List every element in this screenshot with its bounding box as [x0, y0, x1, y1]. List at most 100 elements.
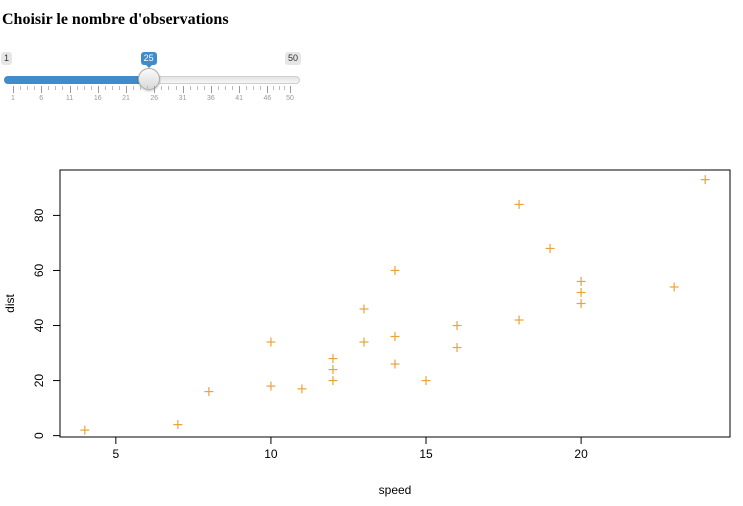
- slider-minor-tick: [203, 86, 205, 90]
- data-point: [452, 321, 462, 331]
- slider-minor-tick: [253, 86, 255, 90]
- slider-tick: [239, 86, 241, 93]
- data-point: [576, 276, 586, 286]
- data-point: [328, 365, 338, 375]
- data-point: [204, 387, 214, 397]
- data-point: [452, 343, 462, 353]
- x-tick-label: 5: [112, 447, 119, 461]
- data-point: [328, 376, 338, 386]
- slider-tick: [267, 86, 269, 93]
- slider-tick: [182, 86, 184, 93]
- slider-minor-tick: [260, 86, 262, 90]
- slider-bar: [4, 76, 149, 84]
- slider-max-label: 50: [285, 52, 302, 65]
- data-point: [390, 265, 400, 275]
- slider-tick-label: 11: [65, 95, 74, 102]
- slider-minor-tick: [111, 86, 113, 90]
- slider-minor-tick: [140, 86, 142, 90]
- slider-tick-label: 31: [178, 95, 187, 102]
- y-tick-label: 40: [32, 319, 46, 333]
- slider-minor-tick: [224, 86, 226, 90]
- slider-minor-tick: [118, 86, 120, 90]
- slider-minor-tick: [217, 86, 219, 90]
- scatter-plot: 5 10 15 20 0 20 40 60 80 speed dist: [3, 169, 731, 497]
- slider-grid: 1 6 11 16 21 26 31 36 41 46 50: [0, 86, 305, 110]
- y-axis-label: dist: [3, 294, 17, 313]
- slider-tick-label: 1: [11, 95, 15, 102]
- plot-frame: [59, 169, 731, 438]
- slider-minor-tick: [48, 86, 50, 90]
- slider-tick: [97, 86, 99, 93]
- slider-minor-tick: [278, 86, 280, 90]
- slider-minor-tick: [27, 86, 29, 90]
- data-point: [514, 315, 524, 325]
- data-point: [514, 199, 524, 209]
- slider-tick-label: 41: [235, 95, 244, 102]
- slider-tick-label: 6: [39, 95, 44, 102]
- slider-minor-tick: [168, 86, 170, 90]
- data-point: [421, 376, 431, 386]
- data-point: [359, 304, 369, 314]
- slider-tick: [154, 86, 156, 93]
- slider-minor-tick: [196, 86, 198, 90]
- x-axis: 5 10 15 20: [112, 436, 588, 461]
- slider-tick-label: 50: [286, 95, 294, 102]
- slider-minor-tick: [104, 86, 106, 90]
- y-tick-label: 0: [32, 432, 46, 439]
- slider-minor-tick: [246, 86, 248, 90]
- slider-minor-tick: [34, 86, 36, 90]
- slider-minor-tick: [62, 86, 64, 90]
- data-point: [390, 359, 400, 369]
- data-point: [266, 381, 276, 391]
- y-tick-label: 60: [32, 263, 46, 277]
- slider-minor-tick: [133, 86, 135, 90]
- slider-minor-tick: [20, 86, 22, 90]
- data-point: [173, 420, 183, 430]
- slider-minor-tick: [147, 86, 149, 90]
- slider-minor-tick: [284, 86, 286, 90]
- slider-minor-tick: [189, 86, 191, 90]
- slider-value-label: 25: [140, 52, 157, 68]
- data-point: [700, 175, 710, 185]
- observations-slider[interactable]: 1 50 25 1 6 11 16 21 26 31 36 41 46 50: [0, 48, 305, 112]
- slider-tick-label: 21: [122, 95, 130, 102]
- data-point: [266, 337, 276, 347]
- x-tick-label: 20: [574, 447, 588, 461]
- data-point: [576, 299, 586, 308]
- slider-tick-label: 26: [150, 95, 159, 102]
- slider-tick-label: 46: [263, 95, 272, 102]
- y-axis: 0 20 40 60 80: [32, 208, 61, 439]
- slider-min-label: 1: [1, 52, 13, 65]
- y-tick-label: 20: [32, 374, 46, 388]
- slider-tick-label: 36: [206, 95, 215, 102]
- slider-tick: [126, 86, 128, 93]
- x-axis-label: speed: [379, 483, 412, 497]
- slider-minor-tick: [90, 86, 92, 90]
- slider-minor-tick: [55, 86, 57, 90]
- data-point: [80, 425, 90, 435]
- slider-tick: [13, 86, 14, 93]
- slider-minor-tick: [273, 86, 275, 90]
- slider-tick-label: 16: [93, 95, 102, 102]
- x-tick-label: 15: [419, 447, 433, 461]
- slider-minor-tick: [175, 86, 177, 90]
- x-tick-label: 10: [264, 447, 278, 461]
- slider-tick: [210, 86, 212, 93]
- data-point: [328, 354, 338, 364]
- slider-tick: [69, 86, 71, 93]
- page-title: Choisir le nombre d'observations: [2, 11, 229, 28]
- data-point: [576, 287, 586, 297]
- slider-minor-tick: [161, 86, 163, 90]
- slider-minor-tick: [83, 86, 85, 90]
- data-point: [390, 332, 400, 342]
- data-points: [80, 175, 710, 435]
- data-point: [359, 337, 369, 347]
- data-point: [297, 384, 307, 394]
- slider-minor-tick: [232, 86, 234, 90]
- slider-minor-tick: [76, 86, 78, 90]
- data-point: [669, 282, 679, 292]
- data-point: [545, 243, 555, 253]
- slider-tick: [290, 86, 291, 93]
- slider-handle[interactable]: [137, 68, 160, 90]
- y-tick-label: 80: [32, 208, 46, 222]
